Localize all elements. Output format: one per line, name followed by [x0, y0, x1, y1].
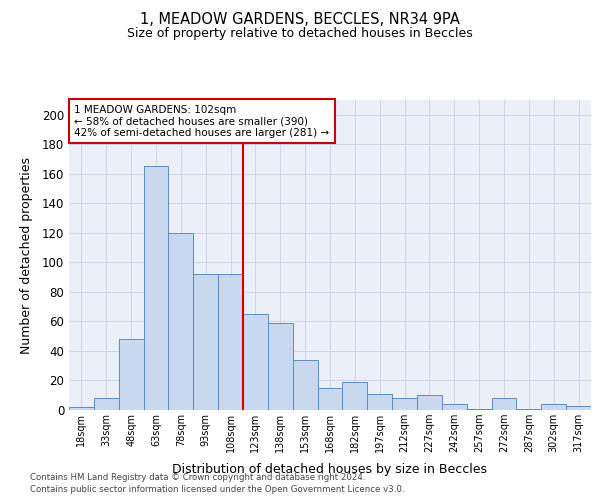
X-axis label: Distribution of detached houses by size in Beccles: Distribution of detached houses by size … — [173, 464, 487, 476]
Bar — [169, 233, 193, 410]
Bar — [566, 406, 591, 410]
Bar — [268, 323, 293, 410]
Bar — [367, 394, 392, 410]
Bar — [417, 395, 442, 410]
Bar — [143, 166, 169, 410]
Bar — [243, 314, 268, 410]
Bar — [218, 274, 243, 410]
Bar — [69, 407, 94, 410]
Bar — [467, 408, 491, 410]
Text: Contains public sector information licensed under the Open Government Licence v3: Contains public sector information licen… — [30, 485, 404, 494]
Bar — [541, 404, 566, 410]
Y-axis label: Number of detached properties: Number of detached properties — [20, 156, 34, 354]
Bar — [343, 382, 367, 410]
Text: Contains HM Land Registry data © Crown copyright and database right 2024.: Contains HM Land Registry data © Crown c… — [30, 472, 365, 482]
Bar — [119, 339, 143, 410]
Bar — [491, 398, 517, 410]
Text: Size of property relative to detached houses in Beccles: Size of property relative to detached ho… — [127, 28, 473, 40]
Bar — [517, 408, 541, 410]
Text: 1 MEADOW GARDENS: 102sqm
← 58% of detached houses are smaller (390)
42% of semi-: 1 MEADOW GARDENS: 102sqm ← 58% of detach… — [74, 104, 329, 138]
Bar — [94, 398, 119, 410]
Bar — [317, 388, 343, 410]
Bar — [442, 404, 467, 410]
Bar — [193, 274, 218, 410]
Bar — [293, 360, 317, 410]
Bar — [392, 398, 417, 410]
Text: 1, MEADOW GARDENS, BECCLES, NR34 9PA: 1, MEADOW GARDENS, BECCLES, NR34 9PA — [140, 12, 460, 28]
